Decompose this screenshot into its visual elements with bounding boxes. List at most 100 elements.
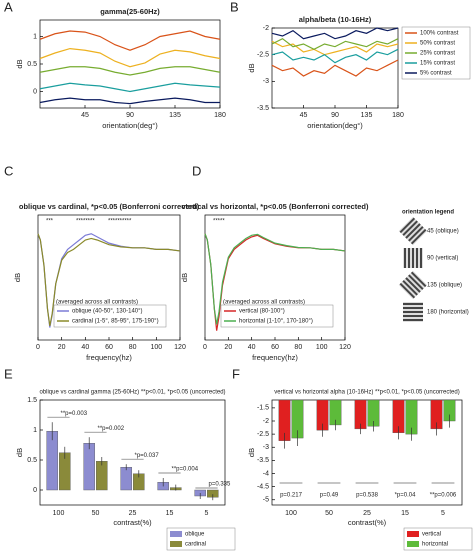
legend-box (403, 527, 473, 551)
grating-icon (398, 270, 428, 300)
series-line (39, 47, 221, 68)
x-tick-label: 15 (166, 510, 174, 517)
p-value: p=0.49 (320, 493, 339, 499)
x-tick-label: 180 (392, 112, 404, 119)
grating-icon (403, 302, 423, 322)
plot-frame (271, 399, 463, 506)
legend-swatch (170, 531, 182, 537)
y-tick-label: -3 (263, 444, 269, 451)
note: (averaged across all contrasts) (223, 300, 305, 306)
x-tick-label: 120 (174, 344, 186, 351)
x-tick-label: 60 (105, 344, 113, 351)
legend-label: horizontal (422, 542, 448, 548)
p-value: *p=0.04 (395, 493, 417, 499)
bar (83, 443, 95, 491)
legend-label: cardinal (185, 542, 206, 548)
x-tick-label: 90 (331, 112, 339, 119)
panel-label: B (230, 0, 239, 14)
series-line (271, 48, 399, 64)
legend-label: 25% contrast (420, 51, 455, 57)
series-line (271, 27, 399, 40)
p-value: p=0.217 (280, 493, 303, 499)
x-tick-label: 80 (294, 344, 302, 351)
series-line (271, 40, 399, 56)
orientation-label: 180 (horizontal) (427, 310, 469, 316)
y-tick-label: -2.5 (257, 431, 269, 438)
y-axis-label: dB (15, 59, 24, 68)
y-tick-label: -1.5 (257, 405, 269, 412)
x-tick-label: 135 (361, 112, 373, 119)
significance-mark: ******** (76, 219, 95, 225)
y-tick-label: -3.5 (257, 105, 269, 112)
y-tick-label: 0.5 (27, 61, 37, 68)
legend-label: 100% contrast (420, 31, 459, 37)
legend-label: vertical (422, 532, 441, 538)
y-tick-label: -2 (263, 25, 269, 32)
x-tick-label: 20 (58, 344, 66, 351)
bar (96, 461, 108, 491)
x-tick-label: 20 (224, 344, 232, 351)
p-value: **p=0.004 (172, 467, 199, 473)
series-line (39, 30, 221, 51)
orientation-legend-title: orientation legend (402, 210, 454, 216)
x-tick-label: 120 (339, 344, 351, 351)
x-tick-label: 45 (300, 112, 308, 119)
legend-label: 15% contrast (420, 61, 455, 67)
y-tick-label: -3.5 (257, 457, 269, 464)
chart-title: gamma(25-60Hz) (100, 7, 160, 16)
y-tick-label: -2 (263, 418, 269, 425)
chart-title: oblique vs cardinal gamma (25-60Hz) **p<… (39, 390, 225, 396)
p-value: **p=0.002 (98, 426, 125, 432)
y-tick-label: 1 (33, 33, 37, 40)
significance-mark: ***** (213, 219, 225, 225)
y-tick-label: -2.5 (257, 52, 269, 59)
x-axis-label: contrast(%) (113, 518, 152, 527)
x-tick-label: 50 (92, 510, 100, 517)
series-line (271, 37, 399, 51)
legend-swatch (170, 541, 182, 547)
chart-title: oblique vs cardinal, *p<0.05 (Bonferroni… (19, 202, 200, 211)
x-tick-label: 0 (203, 344, 207, 351)
p-value: **p=0.006 (430, 493, 457, 499)
x-tick-label: 180 (214, 112, 226, 119)
significance-mark: ********** (108, 219, 132, 225)
significance-mark: *** (46, 219, 54, 225)
orientation-label: 135 (oblique) (427, 283, 462, 289)
chart-title: vertical vs horizontal alpha (10-16Hz) *… (274, 390, 459, 396)
legend-label: 50% contrast (420, 41, 455, 47)
y-tick-label: 1 (33, 427, 37, 434)
panel-label: E (4, 366, 13, 381)
x-tick-label: 5 (441, 510, 445, 517)
panel-label: D (192, 163, 201, 178)
x-tick-label: 80 (129, 344, 137, 351)
chart-title: vertical vs horizontal, *p<0.05 (Bonferr… (182, 202, 369, 211)
y-axis-label: dB (15, 448, 24, 457)
x-axis-label: orientation(deg°) (307, 121, 363, 130)
chart-title: alpha/beta (10-16Hz) (299, 15, 372, 24)
y-tick-label: 0.5 (27, 457, 37, 464)
legend-box (166, 527, 236, 551)
legend-box (53, 304, 167, 328)
x-axis-label: frequency(hz) (86, 353, 132, 362)
x-tick-label: 90 (126, 112, 134, 119)
p-value: p=0.335 (209, 482, 232, 488)
orientation-label: 45 (oblique) (427, 229, 459, 235)
y-tick-label: -4.5 (257, 483, 269, 490)
panel-label: F (232, 366, 240, 381)
x-axis-label: frequency(hz) (252, 353, 298, 362)
y-tick-label: -5 (263, 497, 269, 504)
y-tick-label: 0 (33, 487, 37, 494)
legend-box (220, 304, 334, 328)
x-tick-label: 50 (325, 510, 333, 517)
legend-label: vertical (80-100°) (239, 309, 285, 315)
x-tick-label: 25 (129, 510, 137, 517)
y-tick-label: -4 (263, 470, 269, 477)
x-tick-label: 135 (169, 112, 181, 119)
x-tick-label: 100 (285, 510, 297, 517)
panel-label: A (4, 0, 13, 14)
y-axis-label: dB (247, 448, 256, 457)
panel-label: C (4, 163, 13, 178)
grating-icon (403, 248, 423, 268)
series-line (271, 59, 399, 77)
